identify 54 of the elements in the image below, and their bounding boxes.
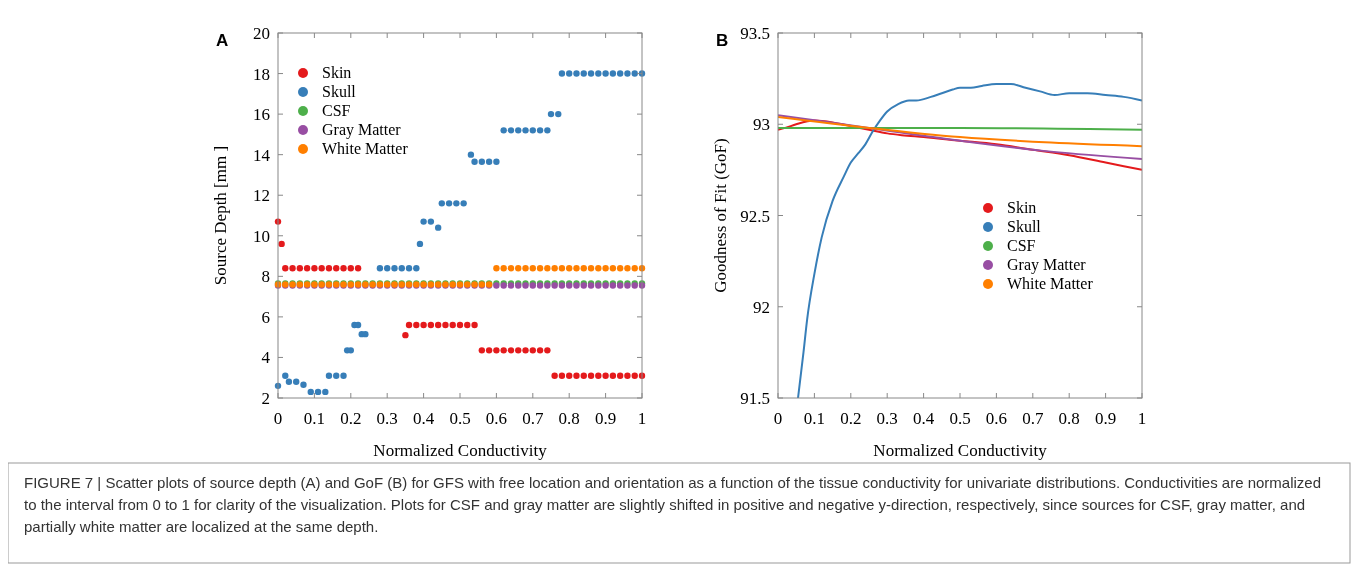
y-tick-label: 16 [253, 105, 270, 125]
y-tick-label: 91.5 [740, 389, 770, 408]
y-tick-label: 10 [253, 226, 270, 246]
y-tick-label: 4 [261, 348, 271, 368]
y-tick-label: 92 [753, 297, 770, 317]
y-tick-label: 12 [253, 186, 270, 206]
x-tick-label: 1 [637, 409, 647, 428]
x-tick-label: 0.5 [449, 409, 471, 428]
x-tick-label: 0.6 [485, 409, 508, 428]
x-tick-label: 0.2 [340, 409, 362, 428]
x-tick-label: 0.3 [876, 409, 898, 428]
legend-label: CSF [1007, 237, 1036, 254]
x-tick-label: 0.7 [1022, 409, 1044, 428]
y-tick-label: 93.5 [740, 24, 770, 43]
caption: FIGURE 7 | Scatter plots of source depth (A) and GoF (B) for GFS with free location and orientation as a function of the tissue conductivity for univariate distributions. Conductivities are normalized to the interval from 0 to 1 for clarity of the visualization. Plots for CSF and gray matter are slightly shifted in positive and negative y-direction, respectively, since sources for CSF, gray matter, and partially white matter are localized at the same depth. [24, 474, 1322, 535]
legend-label: Gray Matter [1007, 256, 1087, 274]
legend-label: CSF [322, 102, 351, 119]
x-tick-label: 0.8 [1058, 409, 1080, 428]
legend-label: Skin [322, 64, 352, 81]
x-tick-label: 0.8 [558, 409, 580, 428]
x-tick-label: 0.2 [840, 409, 862, 428]
legend-label: Skull [322, 83, 357, 100]
x-tick-label: 0.4 [412, 409, 435, 428]
y-axis-title: Source Depth [mm ] [211, 145, 230, 286]
legend-label: White Matter [1007, 275, 1094, 292]
y-tick-label: 92.5 [740, 206, 770, 226]
x-tick-label: 1 [1137, 409, 1147, 428]
x-tick-label: 0.1 [303, 409, 326, 428]
y-tick-label: 14 [253, 145, 271, 165]
legend-label: Gray Matter [322, 121, 402, 139]
y-tick-label: 18 [253, 64, 270, 84]
x-tick-label: 0.9 [594, 409, 617, 428]
x-tick-label: 0.6 [985, 409, 1008, 428]
y-tick-label: 6 [261, 307, 270, 327]
legend-label: White Matter [322, 140, 409, 157]
text: A [216, 31, 229, 50]
text: B [716, 31, 729, 50]
x-axis-title: Normalized Conductivity [873, 441, 1048, 460]
x-tick-label: 0 [773, 409, 783, 428]
x-tick-label: 0 [273, 409, 283, 428]
x-tick-label: 0.9 [1094, 409, 1117, 428]
x-tick-label: 0.1 [803, 409, 826, 428]
x-axis-title: Normalized Conductivity [373, 441, 548, 460]
y-tick-label: 8 [261, 267, 270, 287]
x-tick-label: 0.3 [376, 409, 398, 428]
x-tick-label: 0.7 [522, 409, 544, 428]
y-tick-label: 93 [753, 115, 770, 135]
x-tick-label: 0.4 [912, 409, 935, 428]
legend-label: Skull [1007, 218, 1042, 235]
y-axis-title: Goodness of Fit (GoF) [711, 138, 730, 293]
y-tick-label: 20 [253, 24, 270, 43]
legend-label: Skin [1007, 199, 1037, 216]
x-tick-label: 0.5 [949, 409, 971, 428]
y-tick-label: 2 [261, 389, 270, 408]
